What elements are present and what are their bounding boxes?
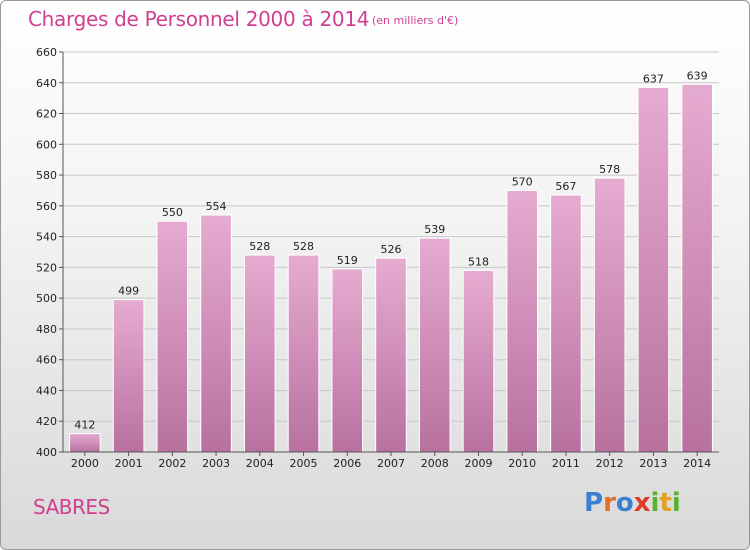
y-tick-label: 620 (36, 108, 57, 121)
y-tick-label: 580 (36, 169, 57, 182)
bar-value-label: 528 (249, 240, 270, 253)
bar (637, 86, 670, 453)
bar-value-label: 526 (381, 243, 402, 256)
x-tick-label: 2010 (508, 457, 536, 470)
bar-value-label: 518 (468, 255, 489, 268)
x-tick-label: 2011 (552, 457, 580, 470)
bar (593, 177, 626, 453)
y-tick-label: 420 (36, 415, 57, 428)
y-tick-label: 560 (36, 200, 57, 213)
bar (287, 254, 320, 453)
bar-value-label: 554 (206, 200, 227, 213)
place-name: SABRES (33, 495, 110, 519)
y-tick-label: 600 (36, 138, 57, 151)
bar-value-label: 528 (293, 240, 314, 253)
bar (550, 194, 582, 453)
y-tick-label: 480 (36, 323, 57, 336)
bar (506, 189, 539, 453)
bar-value-label: 639 (687, 69, 708, 82)
bar-value-label: 578 (599, 163, 620, 176)
x-tick-label: 2006 (333, 457, 361, 470)
y-tick-label: 520 (36, 261, 57, 274)
y-tick-label: 500 (36, 292, 57, 305)
x-tick-label: 2014 (683, 457, 711, 470)
bar (200, 214, 232, 453)
x-tick-label: 2009 (464, 457, 492, 470)
bar (462, 269, 495, 453)
x-tick-label: 2002 (158, 457, 186, 470)
x-tick-label: 2001 (115, 457, 143, 470)
bar-value-label: 412 (74, 419, 95, 432)
bars: 412 499 550 554 528 528 519 526 539 518 570 567 578 6… (69, 69, 713, 453)
axes: 400 420 440 460 480 500 520 540 560 580 600 620 640 6… (36, 46, 719, 470)
bar-value-label: 499 (118, 285, 139, 298)
bar-value-label: 570 (512, 175, 533, 188)
x-tick-label: 2007 (377, 457, 405, 470)
bar (69, 433, 101, 453)
chart-subtitle: (en milliers d'€) (372, 14, 459, 27)
bar (112, 299, 145, 453)
x-tick-label: 2003 (202, 457, 230, 470)
x-tick-label: 2005 (290, 457, 318, 470)
bar (331, 268, 364, 453)
y-tick-label: 640 (36, 77, 57, 90)
bar (243, 254, 276, 453)
proxiti-logo: Proxiti (584, 488, 681, 518)
y-tick-label: 460 (36, 354, 57, 367)
bar-value-label: 550 (162, 206, 183, 219)
bar-value-label: 539 (424, 223, 445, 236)
x-tick-label: 2013 (639, 457, 667, 470)
y-tick-label: 660 (36, 46, 57, 59)
chart-title: Charges de Personnel 2000 à 2014 (28, 7, 370, 31)
x-tick-label: 2000 (71, 457, 99, 470)
x-tick-label: 2008 (421, 457, 449, 470)
y-tick-label: 540 (36, 231, 57, 244)
y-tick-label: 400 (36, 446, 57, 459)
bar (375, 257, 407, 453)
x-tick-label: 2004 (246, 457, 274, 470)
bar (156, 220, 189, 453)
bar-value-label: 519 (337, 254, 358, 267)
x-tick-label: 2012 (596, 457, 624, 470)
bar-value-label: 637 (643, 72, 664, 85)
bar-value-label: 567 (555, 180, 576, 193)
bar (681, 83, 713, 453)
y-tick-label: 440 (36, 384, 57, 397)
bar (418, 237, 451, 453)
